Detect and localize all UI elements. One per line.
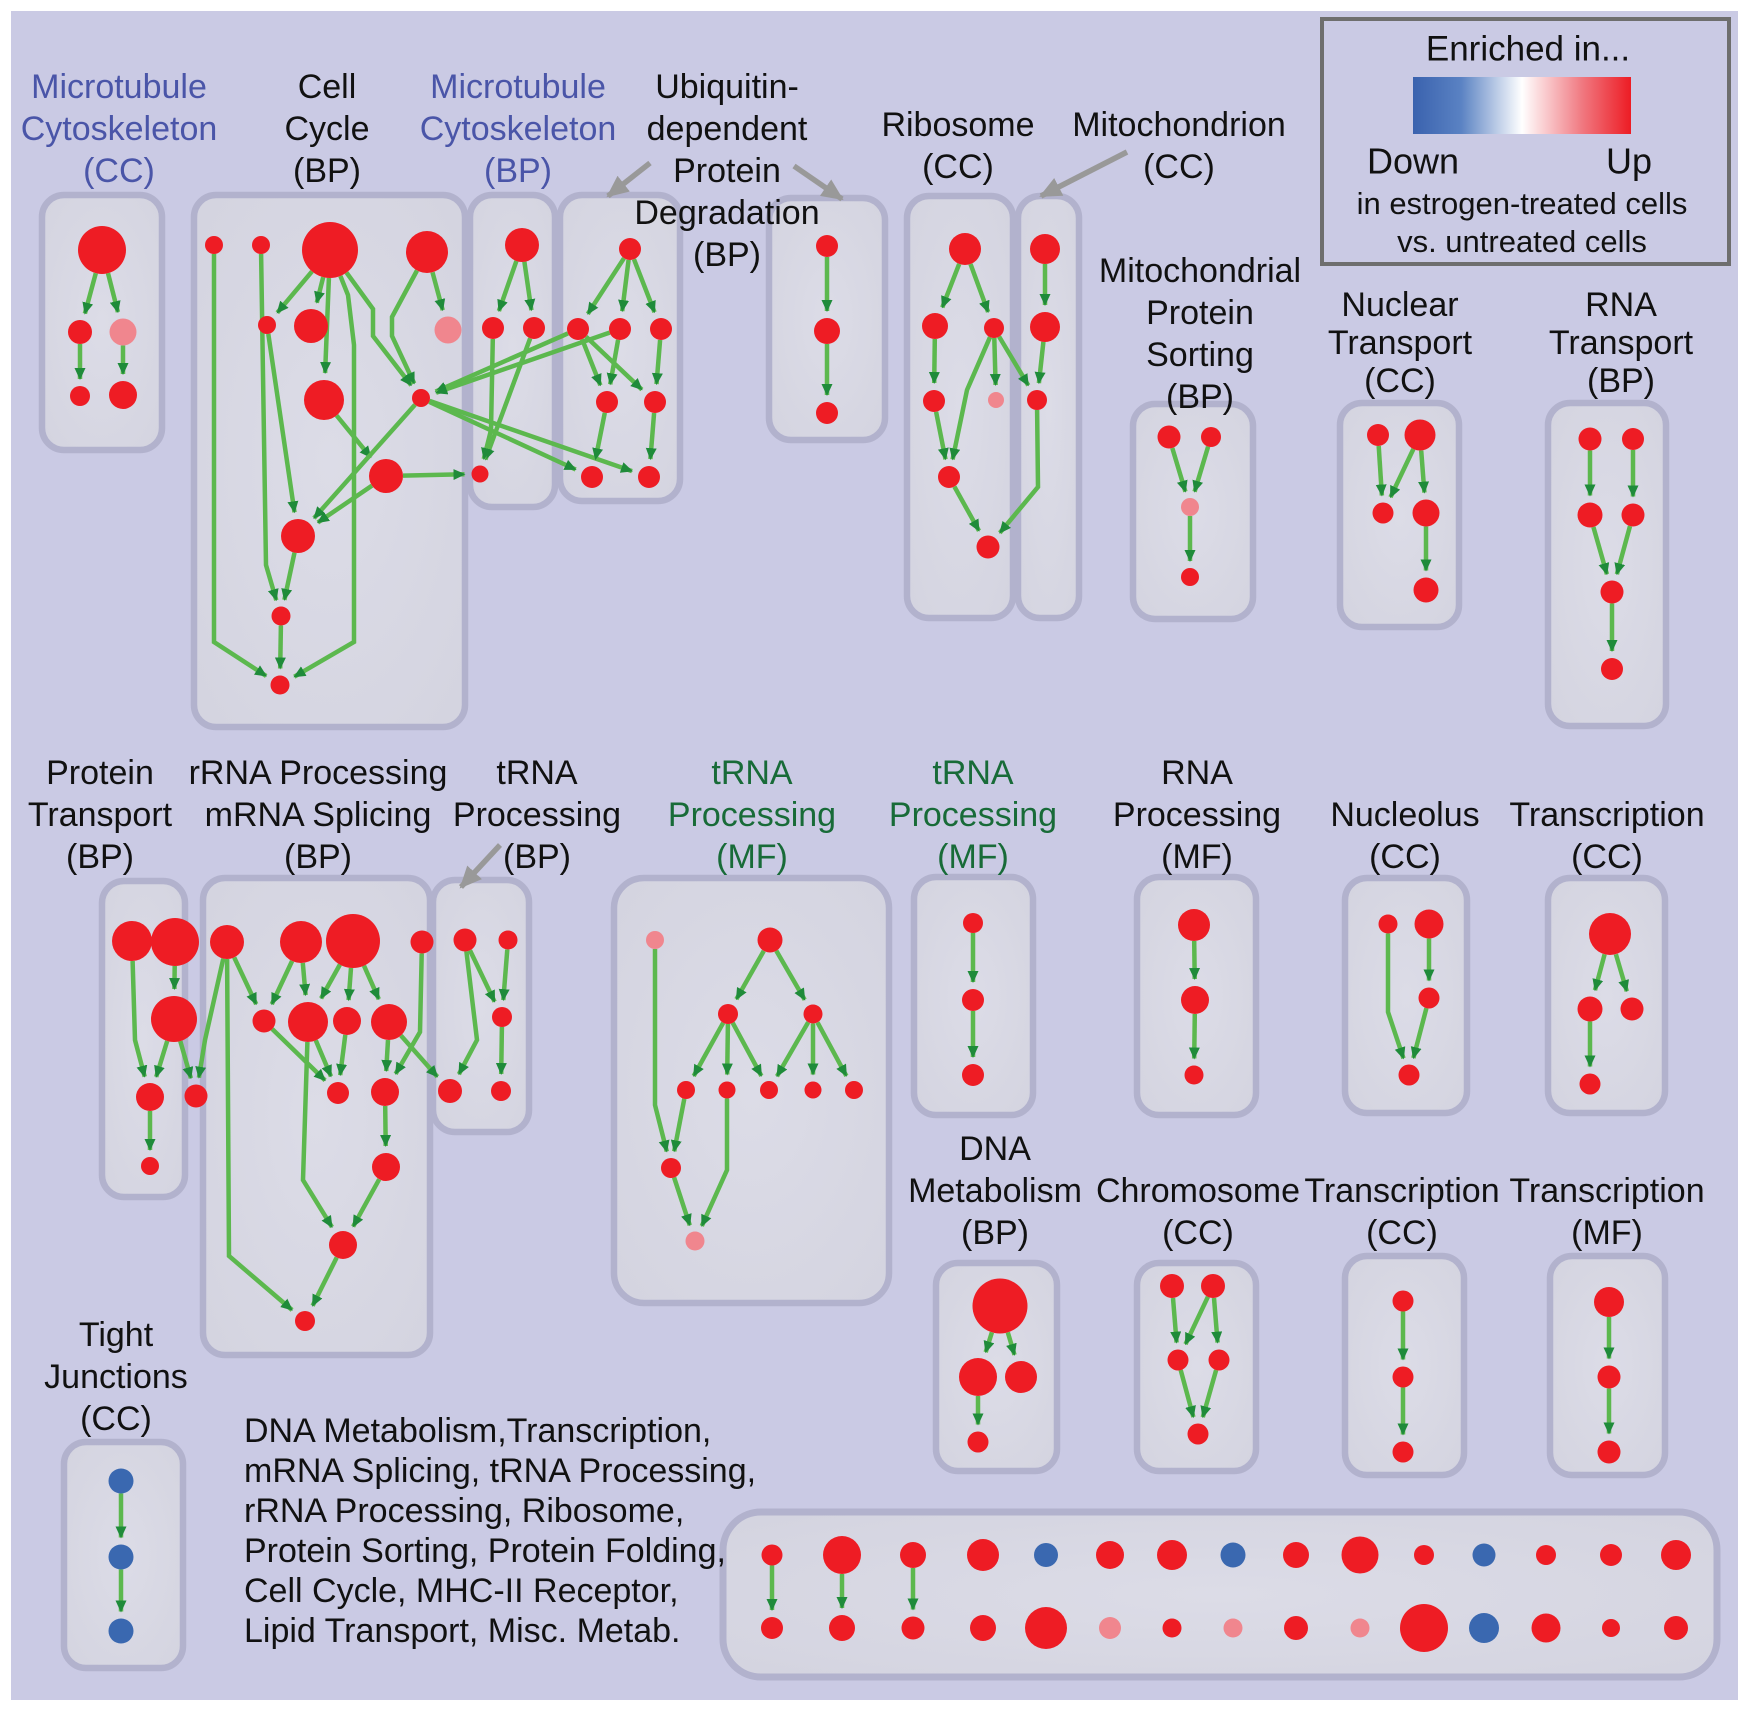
svg-text:tRNA: tRNA	[932, 754, 1014, 792]
svg-text:Up: Up	[1606, 141, 1652, 182]
svg-text:Down: Down	[1367, 141, 1459, 182]
svg-text:(CC): (CC)	[922, 148, 994, 186]
svg-text:Metabolism: Metabolism	[908, 1172, 1082, 1210]
svg-text:rRNA Processing, Ribosome,: rRNA Processing, Ribosome,	[244, 1492, 684, 1530]
svg-text:(BP): (BP)	[293, 152, 361, 190]
svg-text:Microtubule: Microtubule	[430, 68, 606, 106]
svg-text:DNA Metabolism,Transcription,: DNA Metabolism,Transcription,	[244, 1412, 711, 1450]
svg-text:Junctions: Junctions	[44, 1358, 188, 1396]
svg-text:(MF): (MF)	[937, 838, 1009, 876]
svg-text:Chromosome: Chromosome	[1096, 1172, 1300, 1210]
svg-text:Ubiquitin-: Ubiquitin-	[655, 68, 799, 106]
svg-text:(CC): (CC)	[1369, 838, 1441, 876]
svg-text:(CC): (CC)	[83, 152, 155, 190]
svg-text:dependent: dependent	[647, 110, 808, 148]
svg-text:Sorting: Sorting	[1146, 336, 1254, 374]
svg-text:in estrogen-treated cells: in estrogen-treated cells	[1357, 186, 1688, 221]
svg-text:Protein: Protein	[46, 754, 154, 792]
svg-text:Processing: Processing	[889, 796, 1057, 834]
svg-text:Nuclear: Nuclear	[1341, 286, 1458, 324]
svg-text:tRNA: tRNA	[711, 754, 793, 792]
svg-text:(CC): (CC)	[1366, 1214, 1438, 1252]
svg-text:Transcription: Transcription	[1509, 1172, 1704, 1210]
svg-text:(MF): (MF)	[1571, 1214, 1643, 1252]
svg-text:Lipid Transport, Misc. Metab.: Lipid Transport, Misc. Metab.	[244, 1612, 681, 1650]
svg-text:tRNA: tRNA	[496, 754, 578, 792]
svg-text:Protein: Protein	[1146, 294, 1254, 332]
svg-text:Cytoskeleton: Cytoskeleton	[21, 110, 218, 148]
svg-text:Transcription: Transcription	[1509, 796, 1704, 834]
svg-text:Mitochondrion: Mitochondrion	[1072, 106, 1286, 144]
svg-text:Cytoskeleton: Cytoskeleton	[420, 110, 617, 148]
svg-text:(BP): (BP)	[284, 838, 352, 876]
svg-text:Microtubule: Microtubule	[31, 68, 207, 106]
svg-text:mRNA Splicing: mRNA Splicing	[205, 796, 432, 834]
svg-text:Mitochondrial: Mitochondrial	[1099, 252, 1301, 290]
svg-text:Processing: Processing	[453, 796, 621, 834]
svg-text:(BP): (BP)	[961, 1214, 1029, 1252]
svg-text:(CC): (CC)	[1143, 148, 1215, 186]
svg-text:Degradation: Degradation	[634, 194, 819, 232]
svg-text:RNA: RNA	[1161, 754, 1233, 792]
svg-text:(CC): (CC)	[80, 1400, 152, 1438]
svg-text:(CC): (CC)	[1571, 838, 1643, 876]
svg-text:(BP): (BP)	[66, 838, 134, 876]
svg-text:Cell Cycle, MHC-II Receptor,: Cell Cycle, MHC-II Receptor,	[244, 1572, 679, 1610]
svg-text:(BP): (BP)	[484, 152, 552, 190]
svg-text:Cell: Cell	[298, 68, 357, 106]
svg-text:(BP): (BP)	[1166, 378, 1234, 416]
svg-text:Processing: Processing	[1113, 796, 1281, 834]
svg-text:vs. untreated cells: vs. untreated cells	[1397, 224, 1647, 259]
svg-text:(BP): (BP)	[503, 838, 571, 876]
svg-text:Transport: Transport	[1549, 324, 1694, 362]
svg-text:Protein Sorting, Protein Foldi: Protein Sorting, Protein Folding,	[244, 1532, 726, 1570]
svg-text:(CC): (CC)	[1364, 362, 1436, 400]
svg-text:(CC): (CC)	[1162, 1214, 1234, 1252]
svg-text:Nucleolus: Nucleolus	[1330, 796, 1479, 834]
svg-text:DNA: DNA	[959, 1130, 1031, 1168]
svg-text:Cycle: Cycle	[284, 110, 369, 148]
svg-text:Transport: Transport	[1328, 324, 1473, 362]
svg-text:(BP): (BP)	[1587, 362, 1655, 400]
svg-text:(BP): (BP)	[693, 236, 761, 274]
svg-text:mRNA Splicing, tRNA Processing: mRNA Splicing, tRNA Processing,	[244, 1452, 756, 1490]
svg-text:Transport: Transport	[28, 796, 173, 834]
svg-text:(MF): (MF)	[716, 838, 788, 876]
svg-text:Transcription: Transcription	[1304, 1172, 1499, 1210]
svg-text:rRNA Processing: rRNA Processing	[189, 754, 448, 792]
svg-text:(MF): (MF)	[1161, 838, 1233, 876]
svg-text:Ribosome: Ribosome	[881, 106, 1034, 144]
svg-text:Protein: Protein	[673, 152, 781, 190]
svg-text:Tight: Tight	[79, 1316, 154, 1354]
svg-text:Enriched in...: Enriched in...	[1426, 29, 1630, 68]
svg-text:Processing: Processing	[668, 796, 836, 834]
svg-text:RNA: RNA	[1585, 286, 1657, 324]
